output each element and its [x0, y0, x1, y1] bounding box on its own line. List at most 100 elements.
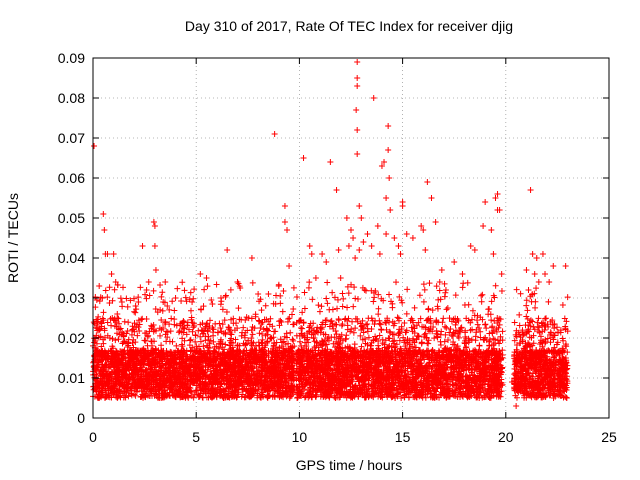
data-point: [235, 305, 242, 312]
data-point: [240, 324, 247, 331]
data-point: [279, 339, 286, 346]
data-point: [259, 336, 266, 343]
data-point: [124, 303, 131, 310]
data-point: [130, 344, 137, 351]
data-point: [222, 341, 229, 348]
data-point: [183, 298, 190, 305]
data-point: [270, 334, 277, 341]
data-point: [250, 382, 257, 389]
data-point: [244, 375, 251, 382]
data-point: [115, 336, 122, 343]
data-point: [95, 334, 102, 341]
data-point: [198, 351, 205, 358]
data-point: [120, 394, 127, 401]
data-point: [190, 324, 197, 331]
data-point: [152, 305, 159, 312]
data-point: [222, 394, 229, 401]
data-point: [217, 392, 224, 399]
data-point: [197, 381, 204, 388]
data-point: [210, 338, 217, 345]
data-point: [142, 337, 149, 344]
data-point: [221, 380, 228, 387]
data-point: [103, 350, 110, 357]
data-point: [207, 368, 214, 375]
data-point: [275, 380, 282, 387]
data-point: [214, 381, 221, 388]
data-point: [120, 338, 127, 345]
data-point: [130, 370, 137, 377]
data-point: [124, 343, 131, 350]
data-point: [249, 323, 256, 330]
data-point: [226, 342, 233, 349]
data-point: [178, 297, 185, 304]
data-point: [285, 340, 292, 347]
data-point: [185, 326, 192, 333]
data-point: [228, 316, 235, 323]
data-point: [203, 380, 210, 387]
data-point: [207, 337, 214, 344]
data-point: [205, 362, 212, 369]
data-point: [104, 319, 111, 326]
data-point: [150, 322, 157, 329]
data-point: [254, 368, 261, 375]
data-point: [251, 371, 258, 378]
data-point: [95, 388, 102, 395]
data-point: [181, 325, 188, 332]
data-point: [99, 315, 106, 322]
data-point: [256, 298, 263, 305]
data-point: [93, 377, 100, 384]
data-point: [171, 307, 178, 314]
data-point: [168, 315, 175, 322]
data-point: [119, 329, 126, 336]
data-point: [197, 338, 204, 345]
data-point: [209, 300, 216, 307]
data-point: [163, 347, 170, 354]
data-point: [243, 387, 250, 394]
data-point: [262, 302, 269, 309]
data-point: [201, 355, 208, 362]
data-point: [135, 317, 142, 324]
data-point: [206, 317, 213, 324]
data-points-layer: [90, 59, 571, 409]
data-point: [130, 358, 137, 365]
data-point: [158, 293, 165, 300]
data-point: [176, 389, 183, 396]
data-point: [198, 327, 205, 334]
data-point: [111, 286, 118, 293]
data-point: [193, 343, 200, 350]
data-point: [101, 325, 108, 332]
data-point: [265, 350, 272, 357]
data-point: [258, 339, 265, 346]
data-point: [217, 336, 224, 343]
data-point: [277, 392, 284, 399]
data-point: [157, 332, 164, 339]
data-point: [195, 391, 202, 398]
data-point: [197, 306, 204, 313]
data-point: [220, 386, 227, 393]
data-point: [162, 318, 169, 325]
data-point: [280, 287, 287, 294]
data-point: [159, 289, 166, 296]
data-point: [100, 309, 107, 316]
data-point: [222, 293, 229, 300]
data-point: [93, 351, 100, 358]
data-point: [183, 331, 190, 338]
data-point: [139, 315, 146, 322]
data-point: [204, 320, 211, 327]
data-point: [98, 392, 105, 399]
data-point: [98, 385, 105, 392]
data-point: [240, 348, 247, 355]
data-point: [174, 285, 181, 292]
data-point: [190, 394, 197, 401]
data-point: [276, 349, 283, 356]
data-point: [179, 349, 186, 356]
data-point: [178, 341, 185, 348]
data-point: [197, 321, 204, 328]
data-point: [145, 377, 152, 384]
data-point: [253, 364, 260, 371]
data-point: [124, 350, 131, 357]
data-point: [193, 382, 200, 389]
data-point: [271, 340, 278, 347]
data-point: [276, 378, 283, 385]
